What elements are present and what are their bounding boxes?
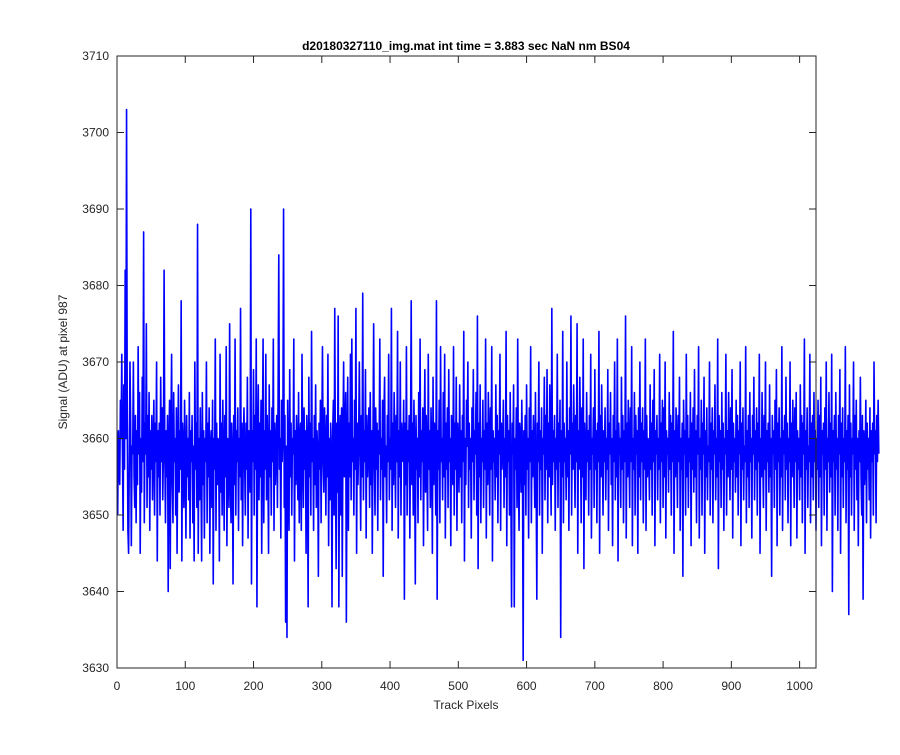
x-tick-label: 1000 bbox=[786, 679, 813, 693]
x-axis: 0 100 200 300 400 500 600 700 800 900 1000 bbox=[114, 56, 813, 693]
series-line-1 bbox=[116, 108, 880, 662]
x-tick-label: 800 bbox=[653, 679, 673, 693]
x-tick-label: 900 bbox=[721, 679, 741, 693]
y-axis: 3630 3640 3650 3660 3670 3680 3690 3700 3710 bbox=[82, 49, 816, 675]
y-tick-label: 3650 bbox=[82, 508, 109, 522]
x-tick-label: 500 bbox=[448, 679, 468, 693]
x-tick-label: 700 bbox=[585, 679, 605, 693]
series-layer bbox=[116, 108, 880, 662]
y-tick-label: 3660 bbox=[82, 432, 109, 446]
x-tick-label: 300 bbox=[312, 679, 332, 693]
y-tick-label: 3700 bbox=[82, 126, 109, 140]
x-tick-label: 200 bbox=[244, 679, 264, 693]
chart-title: d20180327110_img.mat int time = 3.883 se… bbox=[302, 39, 630, 53]
x-tick-label: 0 bbox=[114, 679, 121, 693]
y-axis-label: Signal (ADU) at pixel 987 bbox=[56, 294, 70, 429]
plot-area-background bbox=[117, 56, 816, 668]
y-tick-label: 3670 bbox=[82, 355, 109, 369]
x-tick-label: 100 bbox=[175, 679, 195, 693]
y-tick-label: 3680 bbox=[82, 279, 109, 293]
y-tick-label: 3630 bbox=[82, 661, 109, 675]
x-axis-label: Track Pixels bbox=[434, 698, 499, 712]
x-tick-label: 400 bbox=[380, 679, 400, 693]
y-tick-label: 3640 bbox=[82, 585, 109, 599]
y-tick-label: 3690 bbox=[82, 202, 109, 216]
y-tick-label: 3710 bbox=[82, 49, 109, 63]
x-tick-label: 600 bbox=[517, 679, 537, 693]
